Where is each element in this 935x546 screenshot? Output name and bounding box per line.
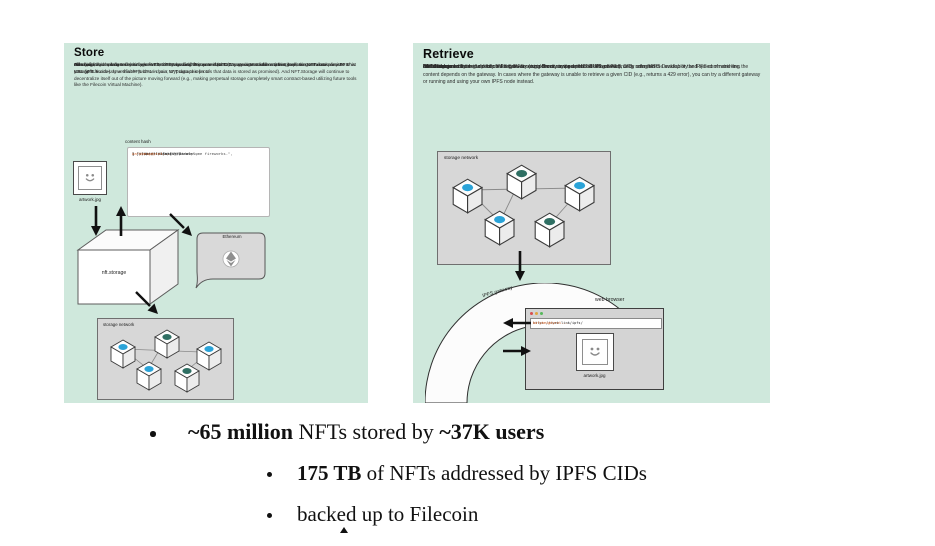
node-cube-icon [174, 363, 200, 393]
bullet-text: ~65 million NFTs stored by ~37K users [188, 419, 545, 444]
arrow-to-ethereum-icon [169, 213, 192, 236]
node-cube-icon [110, 339, 136, 369]
stray-mark [340, 527, 348, 533]
web-browser-label: web browser [595, 297, 625, 303]
storage-network-box: storage network [97, 318, 234, 400]
nft-storage-label: nft.storage [101, 270, 127, 276]
store-title: Store [74, 47, 105, 59]
node-cube-icon [484, 210, 515, 246]
bullet-dot [267, 513, 272, 518]
retrieve-title: Retrieve [423, 47, 474, 61]
network-cubes-diagram [452, 164, 595, 248]
arrow-to-network-icon [135, 291, 158, 314]
browser-window: https://dweb.link/ipfs/bafybeigdyrzt... … [525, 308, 664, 390]
bullet-dot [150, 431, 156, 437]
node-cube-icon [452, 178, 483, 214]
artwork-thumbnail [73, 161, 107, 195]
down-arrow-icon [515, 251, 525, 281]
node-cube-icon [506, 164, 537, 200]
storage-network-box: storage network [437, 151, 611, 265]
artwork-thumbnail [576, 333, 614, 371]
ethereum-logo-icon [222, 250, 240, 268]
bullet-text: backed up to Filecoin [297, 502, 479, 526]
request-arrow-icon [503, 318, 531, 328]
traffic-light-yellow-icon [535, 312, 539, 316]
storage-network-label: storage network [103, 322, 135, 327]
metadata-code-block: { "title": "Asset Metadata", "type": "ob… [127, 147, 270, 217]
bullet-text: 175 TB of NFTs addressed by IPFS CIDs [297, 461, 647, 485]
traffic-light-green-icon [540, 312, 544, 316]
bullet-dot [267, 472, 272, 477]
response-arrow-icon [503, 346, 531, 356]
node-cube-icon [564, 176, 595, 212]
store-panel: Store Just upload your data and you'll r… [64, 43, 368, 403]
node-cube-icon [154, 329, 180, 359]
retrieve-panel: Retrieve NFT data stored by NFT.Storage … [413, 43, 770, 403]
upload-arrow-icon [116, 206, 126, 236]
browser-traffic-lights [530, 312, 550, 316]
artwork-label: artwork.jpg [583, 373, 606, 378]
node-cube-icon [136, 361, 162, 391]
download-arrow-icon [91, 206, 101, 236]
node-cube-icon [196, 341, 222, 371]
smiley-icon [589, 346, 601, 356]
node-cube-icon [534, 212, 565, 248]
ethereum-label: Ethereum [222, 234, 242, 239]
storage-network-label: storage network [444, 156, 479, 161]
content-hash-label: content hash [125, 139, 151, 144]
artwork-label: artwork.jpg [78, 197, 101, 202]
traffic-light-red-icon [530, 312, 534, 316]
nft-storage-cube [76, 229, 180, 305]
ethereum-card [195, 232, 266, 289]
browser-url-bar: https://dweb.link/ipfs/bafybeigdyrzt... [530, 318, 662, 329]
network-cubes-diagram [110, 329, 222, 393]
smiley-icon [85, 173, 95, 182]
